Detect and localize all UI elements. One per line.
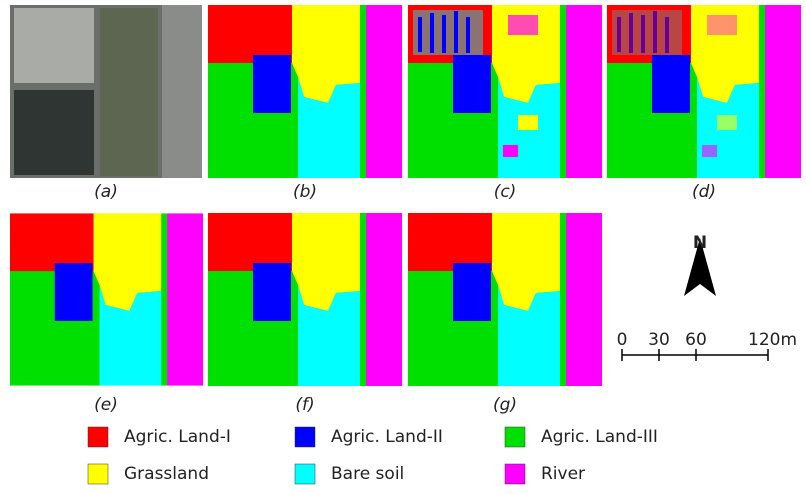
legend-label: River	[541, 464, 585, 484]
legend-label: Agric. Land-III	[541, 427, 658, 447]
panel-label: (a)	[94, 182, 118, 202]
legend-swatch	[295, 427, 315, 447]
legend-swatch	[295, 464, 315, 484]
scale-label: 0	[617, 330, 628, 350]
legend-label: Bare soil	[331, 464, 404, 484]
scale-label: 60	[685, 330, 707, 350]
scale-bar	[622, 349, 768, 361]
panel-e	[10, 213, 203, 385]
legend-swatch	[88, 464, 108, 484]
north-label: N	[693, 233, 707, 253]
panel-label: (d)	[692, 182, 716, 202]
panel-f	[208, 213, 402, 386]
scale-label: 120m	[748, 330, 797, 350]
legend-label: Agric. Land-II	[331, 427, 443, 447]
panel-label: (c)	[494, 182, 517, 202]
legend-label: Grassland	[124, 464, 209, 484]
scale-label: 30	[648, 330, 670, 350]
legend-swatch	[88, 427, 108, 447]
panel-g	[408, 213, 602, 386]
panel-label: (g)	[493, 395, 517, 415]
legend-label: Agric. Land-I	[124, 427, 231, 447]
panel-a	[10, 5, 202, 178]
legend-swatch	[505, 464, 525, 484]
panel-label: (f)	[295, 395, 314, 415]
legend-swatch	[505, 427, 525, 447]
panel-label: (b)	[293, 182, 317, 202]
panel-b	[208, 5, 402, 178]
panel-label: (e)	[94, 395, 118, 415]
figure: (a) (b) (c) (d) (e) (f) (g) N 0 30 60 120m Agric. La…	[0, 0, 806, 494]
